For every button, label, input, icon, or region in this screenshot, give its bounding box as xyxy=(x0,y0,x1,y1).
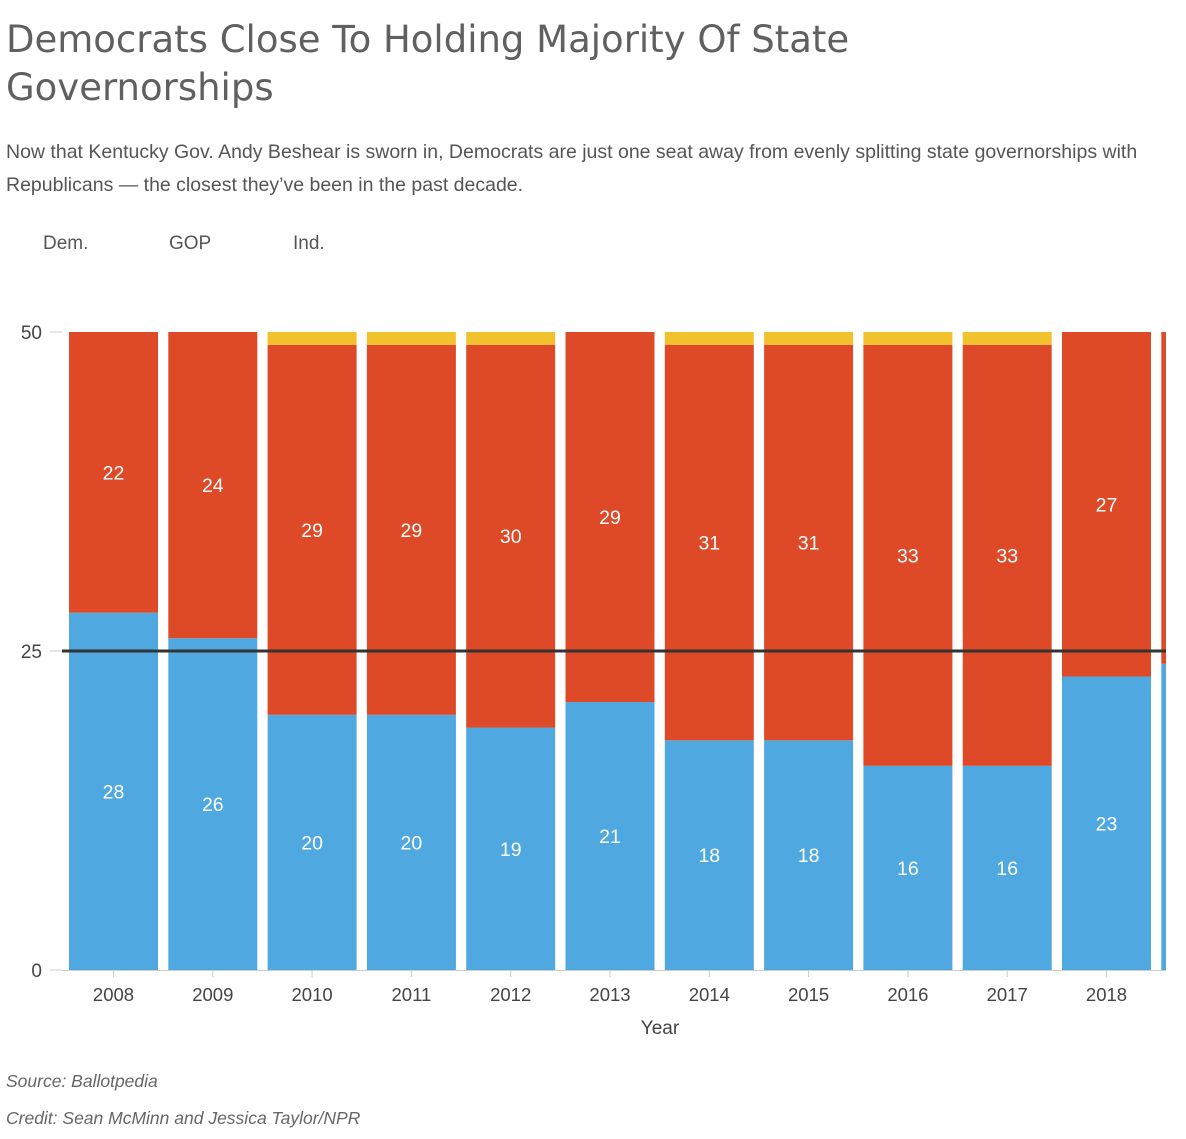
bar-gop-2016 xyxy=(863,344,953,766)
bar-ind-2011 xyxy=(366,332,456,345)
bar-dem-2014 xyxy=(664,740,754,970)
data-label-dem-2017: 16 xyxy=(996,858,1018,880)
stacked-bar-chart: 28 22 26 24 20 29 20 29 19 30 21 29 18 31 18 31 16 33 16 33… xyxy=(21,323,1166,1039)
bar-gop-2017 xyxy=(962,344,1052,766)
x-tick-label-2014: 2014 xyxy=(689,984,730,1005)
legend-item-gop: GOP xyxy=(169,233,212,254)
legend-item-dem: Dem. xyxy=(43,233,89,254)
x-tick-label-2008: 2008 xyxy=(93,984,134,1005)
bar-ind-2012 xyxy=(466,332,556,345)
data-label-dem-2010: 20 xyxy=(301,832,323,854)
bar-gop-2012 xyxy=(466,344,556,728)
bar-gop-2009 xyxy=(168,332,258,639)
credit-note: Credit: Sean McMinn and Jessica Taylor/N… xyxy=(6,1108,361,1128)
data-label-gop-2013: 29 xyxy=(599,507,621,529)
data-label-dem-2012: 19 xyxy=(500,839,522,861)
data-label-gop-2008: 22 xyxy=(103,462,125,484)
x-axis-title: Year xyxy=(641,1018,680,1039)
x-tick-label-2017: 2017 xyxy=(987,984,1028,1005)
bar-gop-2015 xyxy=(764,344,854,741)
bar-dem-2018 xyxy=(1062,676,1151,970)
data-label-gop-2011: 29 xyxy=(401,520,423,542)
y-tick-label-50: 50 xyxy=(21,323,42,344)
x-tick-label-2016: 2016 xyxy=(887,984,928,1005)
data-label-dem-2014: 18 xyxy=(698,845,720,867)
y-tick-label-0: 0 xyxy=(31,961,42,982)
bar-dem-2008 xyxy=(69,612,158,970)
bar-dem-2012 xyxy=(466,727,556,970)
x-tick-label-2011: 2011 xyxy=(392,984,432,1005)
data-label-dem-2009: 26 xyxy=(202,794,224,816)
bar-dem-2016 xyxy=(863,765,953,970)
legend-item-ind: Ind. xyxy=(293,233,325,254)
chart-title: Democrats Close To Holding Majority Of S… xyxy=(6,18,850,109)
data-label-dem-2018: 23 xyxy=(1096,813,1118,835)
data-label-gop-2018: 27 xyxy=(1096,494,1118,516)
bar-dem-2009 xyxy=(168,638,258,970)
x-tick-label-2015: 2015 xyxy=(788,984,829,1005)
chart-subtitle: Now that Kentucky Gov. Andy Beshear is s… xyxy=(6,141,1138,196)
bar-dem-2013 xyxy=(565,702,655,970)
bar-dem-2011 xyxy=(366,714,456,970)
data-label-gop-2009: 24 xyxy=(202,475,224,497)
data-label-gop-2012: 30 xyxy=(500,526,522,548)
bar-ind-2016 xyxy=(863,332,953,345)
bar-gop-2018 xyxy=(1062,332,1151,677)
bar-dem-2015 xyxy=(764,740,854,970)
source-note: Source: Ballotpedia xyxy=(6,1071,158,1091)
data-label-gop-2010: 29 xyxy=(301,520,323,542)
bar-ind-2017 xyxy=(962,332,1052,345)
x-tick-label-2018: 2018 xyxy=(1086,984,1127,1005)
bar-ind-2014 xyxy=(664,332,754,345)
data-label-dem-2015: 18 xyxy=(798,845,820,867)
data-label-dem-2011: 20 xyxy=(401,832,423,854)
data-label-gop-2017: 33 xyxy=(996,545,1018,567)
data-label-gop-2015: 31 xyxy=(798,533,820,555)
data-label-dem-2013: 21 xyxy=(599,826,621,848)
bars-group: 28 22 26 24 20 29 20 29 19 30 21 29 18 31 18 31 16 33 16 33… xyxy=(69,332,1166,970)
bar-gop-2019 xyxy=(1161,332,1166,664)
legend: Dem. GOP Ind. xyxy=(0,232,600,256)
x-tick-label-2009: 2009 xyxy=(192,984,233,1005)
x-tick-label-2013: 2013 xyxy=(589,984,630,1005)
data-label-gop-2016: 33 xyxy=(897,545,919,567)
bar-gop-2008 xyxy=(69,332,158,613)
x-tick-label-2012: 2012 xyxy=(490,984,531,1005)
bar-ind-2015 xyxy=(764,332,854,345)
bar-gop-2011 xyxy=(366,344,456,715)
data-label-dem-2008: 28 xyxy=(103,781,125,803)
bar-dem-2010 xyxy=(267,714,357,970)
bar-gop-2010 xyxy=(267,344,357,715)
bar-ind-2010 xyxy=(267,332,357,345)
data-label-dem-2016: 16 xyxy=(897,858,919,880)
bar-dem-2019 xyxy=(1161,663,1166,970)
y-tick-label-25: 25 xyxy=(21,642,42,663)
x-tick-label-2010: 2010 xyxy=(292,984,333,1005)
data-label-gop-2014: 31 xyxy=(698,533,720,555)
bar-gop-2013 xyxy=(565,332,655,703)
bar-gop-2014 xyxy=(664,344,754,741)
bar-dem-2017 xyxy=(962,765,1052,970)
